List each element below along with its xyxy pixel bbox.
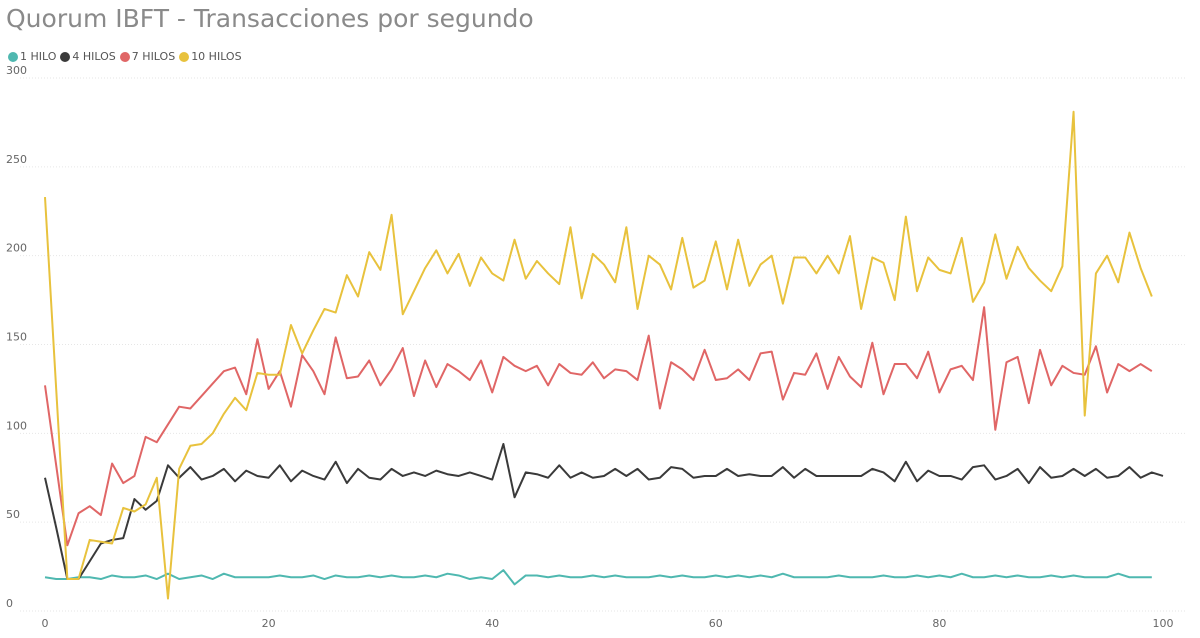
legend-label-4-hilos: 4 HILOS [72, 50, 116, 63]
chart-title: Quorum IBFT - Transacciones por segundo [6, 4, 534, 33]
y-tick-label: 50 [6, 508, 20, 521]
x-tick-label: 100 [1153, 617, 1174, 630]
legend-label-1-hilo: 1 HILO [20, 50, 57, 63]
legend-marker-7-hilos [119, 51, 130, 62]
legend-label-7-hilos: 7 HILOS [131, 50, 176, 63]
y-tick-label: 250 [6, 153, 27, 166]
y-tick-label: 300 [6, 64, 27, 77]
y-tick-label: 0 [6, 597, 13, 610]
legend-marker-10-hilos [179, 51, 190, 62]
y-tick-label: 150 [6, 331, 27, 344]
legend-marker-4-hilos [60, 51, 71, 62]
series-line-1-hilo[interactable] [44, 569, 1152, 586]
legend-marker-1-hilo [8, 51, 18, 62]
y-tick-label: 100 [6, 419, 27, 432]
legend-label-10-hilos: 10 HILOS [191, 50, 242, 63]
legend-item-1-hilo[interactable]: 1 HILO [8, 50, 56, 63]
x-axis: 0 20 40 60 80 100 [42, 617, 1174, 630]
x-tick-label: 80 [932, 617, 946, 630]
legend: 1 HILO 4 HILOS 7 HILOS 10 HILOS [8, 50, 246, 63]
series-lines [44, 110, 1164, 600]
x-tick-label: 0 [42, 617, 49, 630]
y-tick-label: 200 [6, 242, 27, 255]
series-line-10-hilos[interactable] [44, 110, 1153, 600]
series-line-4-hilos[interactable] [44, 442, 1164, 581]
x-tick-label: 40 [485, 617, 499, 630]
legend-item-10-hilos[interactable]: 10 HILOS [179, 50, 242, 63]
gridlines [20, 77, 1185, 612]
legend-item-4-hilos[interactable]: 4 HILOS [60, 50, 116, 63]
legend-item-7-hilos[interactable]: 7 HILOS [119, 50, 176, 63]
x-tick-label: 60 [709, 617, 723, 630]
y-axis: 0 50 100 150 200 250 300 [6, 64, 27, 610]
x-tick-label: 20 [262, 617, 276, 630]
series-line-7-hilos[interactable] [44, 306, 1153, 547]
